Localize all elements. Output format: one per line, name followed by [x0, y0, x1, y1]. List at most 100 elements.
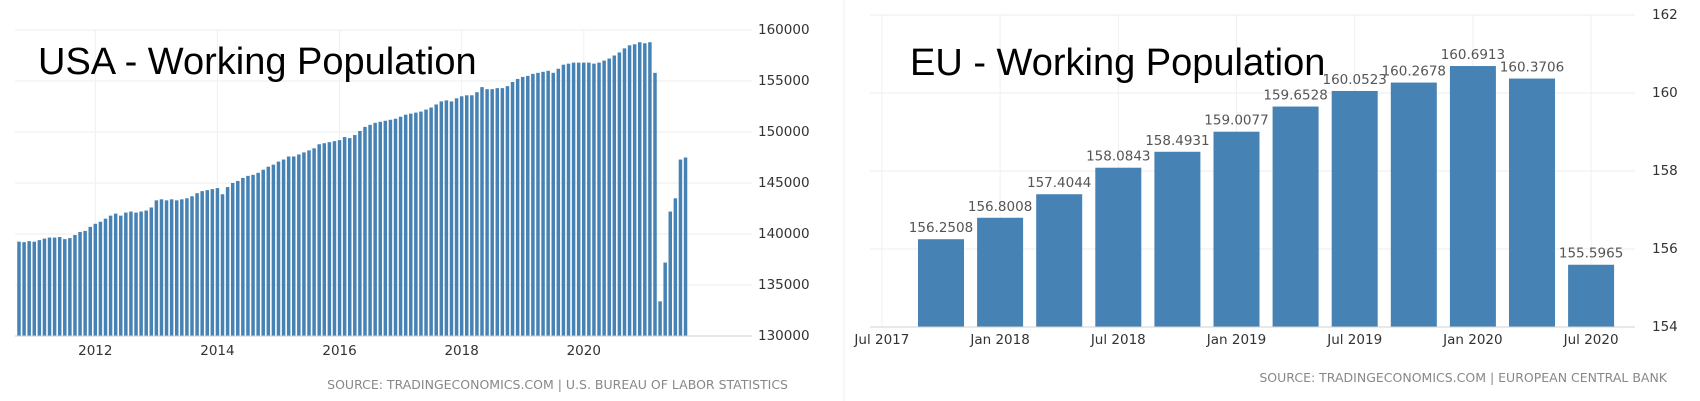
- usa-bar: [312, 148, 316, 336]
- usa-bar: [266, 166, 271, 336]
- usa-bar: [210, 189, 215, 336]
- usa-bar: [480, 87, 484, 337]
- usa-source-note: SOURCE: TRADINGECONOMICS.COM | U.S. BURE…: [327, 377, 788, 392]
- usa-bar: [276, 161, 281, 336]
- eu-bar-value-label: 160.3706: [1500, 60, 1564, 76]
- eu-y-tick-label: 154: [1652, 319, 1678, 335]
- usa-bar: [571, 62, 576, 336]
- usa-bar: [27, 241, 31, 336]
- usa-bar: [632, 44, 637, 336]
- usa-bar: [332, 141, 337, 336]
- usa-bar: [134, 212, 138, 336]
- usa-bar: [576, 62, 581, 336]
- usa-bar: [261, 169, 265, 336]
- eu-data-labels: 156.2508 156.8008 157.4044 158.0843158.4931…: [909, 47, 1624, 262]
- usa-bar: [88, 226, 92, 336]
- usa-bar: [449, 101, 454, 337]
- usa-y-tick-label: 140000: [758, 226, 810, 242]
- usa-bar: [419, 111, 423, 336]
- usa-bar: [592, 63, 596, 336]
- usa-bar: [668, 211, 673, 336]
- usa-bar: [520, 76, 525, 337]
- eu-x-tick-label: Jul 2020: [1563, 332, 1619, 348]
- usa-bar: [195, 193, 199, 336]
- usa-bar: [388, 119, 393, 336]
- usa-bar: [159, 199, 164, 336]
- usa-bar: [342, 137, 347, 336]
- eu-x-tick-label: Jul 2018: [1090, 332, 1146, 348]
- eu-y-tick-label: 158: [1652, 163, 1678, 179]
- eu-chart-title: EU - Working Population: [910, 42, 1325, 84]
- usa-bar: [602, 60, 606, 336]
- usa-bar: [495, 88, 500, 336]
- usa-bar: [317, 144, 321, 336]
- usa-bar: [490, 89, 494, 336]
- usa-y-tick-label: 130000: [758, 328, 810, 344]
- usa-y-tick-label: 155000: [758, 73, 810, 89]
- usa-bar: [373, 122, 377, 336]
- usa-bar: [302, 152, 306, 336]
- usa-bar: [251, 174, 255, 336]
- eu-bar-value-label: 156.2508: [909, 220, 973, 236]
- usa-bar: [587, 62, 591, 336]
- eu-bar: [1036, 194, 1083, 327]
- usa-bar: [52, 237, 57, 336]
- usa-bar: [154, 200, 159, 336]
- usa-bar: [393, 118, 398, 337]
- usa-bar: [236, 180, 240, 336]
- eu-y-tick-label: 160: [1652, 85, 1678, 101]
- usa-bar: [37, 240, 42, 336]
- usa-bar: [32, 241, 37, 336]
- eu-bar: [1390, 82, 1437, 327]
- usa-x-tick-label: 2018: [444, 343, 478, 359]
- usa-bar: [378, 121, 382, 336]
- usa-bar: [307, 150, 311, 336]
- usa-bar: [617, 52, 622, 336]
- eu-bar: [1095, 167, 1142, 327]
- usa-bar: [322, 143, 327, 336]
- usa-bar: [113, 213, 118, 336]
- usa-bar: [403, 114, 408, 336]
- usa-bar: [398, 116, 403, 336]
- usa-bar: [327, 142, 332, 336]
- usa-bar: [424, 109, 428, 336]
- usa-bar: [93, 223, 98, 336]
- usa-bar: [286, 156, 291, 336]
- usa-bar: [200, 191, 204, 336]
- usa-bar: [551, 72, 555, 336]
- usa-bar: [98, 221, 103, 336]
- usa-x-tick-label: 2016: [322, 343, 356, 359]
- usa-bar: [17, 241, 21, 336]
- usa-bar: [129, 211, 133, 336]
- usa-y-tick-label: 150000: [758, 124, 810, 140]
- usa-bar: [510, 82, 515, 337]
- eu-source-note: SOURCE: TRADINGECONOMICS.COM | EUROPEAN …: [1259, 370, 1667, 385]
- usa-bar: [556, 68, 561, 336]
- usa-bar: [297, 154, 301, 336]
- eu-bar: [1213, 131, 1260, 327]
- usa-bar: [653, 72, 657, 336]
- usa-bar: [190, 196, 194, 336]
- usa-bar: [139, 211, 143, 336]
- usa-bar: [57, 237, 62, 336]
- eu-bar-value-label: 159.6528: [1263, 88, 1327, 104]
- usa-bar: [485, 89, 489, 336]
- usa-bar: [607, 58, 611, 337]
- usa-bar: [465, 95, 469, 336]
- eu-x-ticks: Jul 2017 Jan 2018 Jul 2018 Jan 2019 Jul 2019…: [853, 332, 1618, 348]
- usa-bar: [444, 100, 449, 336]
- usa-bar: [78, 231, 82, 336]
- usa-bar: [541, 71, 545, 336]
- usa-bar: [500, 88, 505, 336]
- usa-bar: [368, 124, 372, 336]
- usa-bar: [225, 187, 230, 336]
- usa-bar: [246, 175, 250, 336]
- usa-bar: [241, 177, 245, 336]
- usa-bar: [169, 199, 174, 336]
- usa-bar: [434, 104, 438, 337]
- usa-bar: [42, 238, 47, 336]
- usa-bar: [531, 73, 535, 337]
- usa-x-tick-label: 2012: [78, 343, 112, 359]
- eu-x-tick-label: Jan 2019: [1206, 332, 1266, 348]
